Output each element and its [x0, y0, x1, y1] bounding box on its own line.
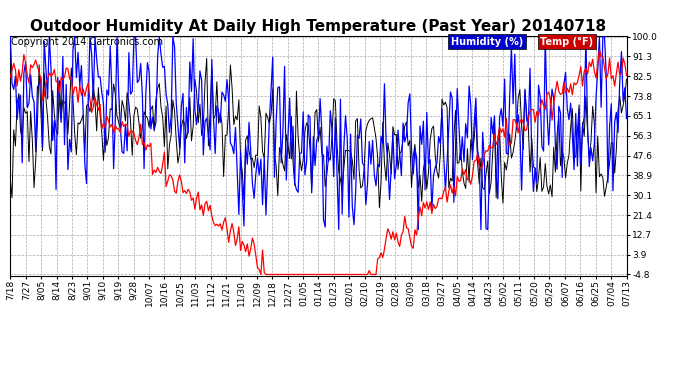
Text: Temp (°F): Temp (°F): [540, 37, 593, 47]
Title: Outdoor Humidity At Daily High Temperature (Past Year) 20140718: Outdoor Humidity At Daily High Temperatu…: [30, 20, 607, 34]
Text: Copyright 2014 Cartronics.com: Copyright 2014 Cartronics.com: [11, 37, 163, 47]
Text: Humidity (%): Humidity (%): [451, 37, 523, 47]
